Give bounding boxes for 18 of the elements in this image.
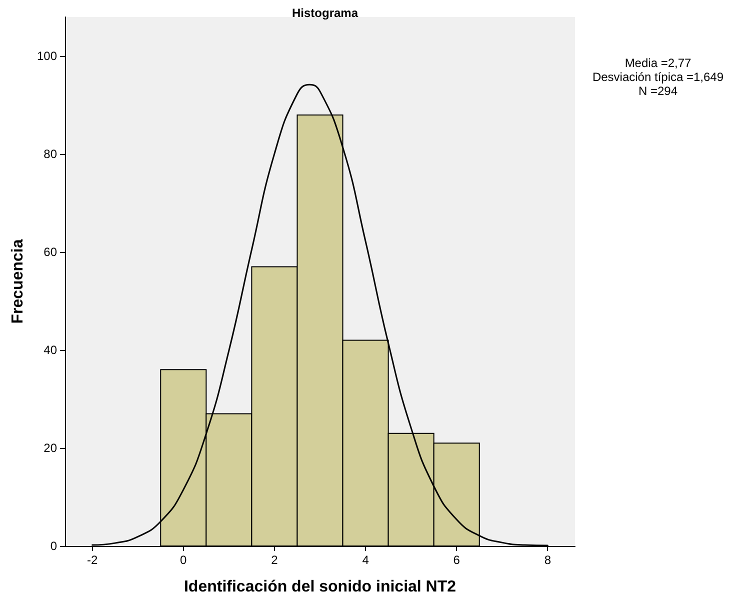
y-axis-title: Frecuencia [10,239,27,324]
y-tick-label: 0 [50,539,58,553]
y-tick-label: 60 [44,245,58,260]
y-tick-label: 80 [44,147,58,162]
text: Media =2,77 [624,56,692,70]
y-tick-label: 40 [44,343,58,358]
x-tick-label: -2 [86,553,98,567]
x-tick-label: 4 [362,553,370,567]
x-axis-title: Identificación del sonido inicial NT2 [184,578,456,596]
chart-title: Histograma [292,6,358,20]
x-tick-label: 6 [453,553,460,567]
x-tick-label: 2 [271,553,278,567]
text: Desviación típica =1,649 [592,70,724,84]
y-tick-label: 20 [44,441,58,456]
x-tick-label: 8 [544,553,552,567]
y-tick-label: 100 [36,49,58,64]
x-tick-label: 0 [180,553,188,567]
text: N =294 [638,84,678,98]
